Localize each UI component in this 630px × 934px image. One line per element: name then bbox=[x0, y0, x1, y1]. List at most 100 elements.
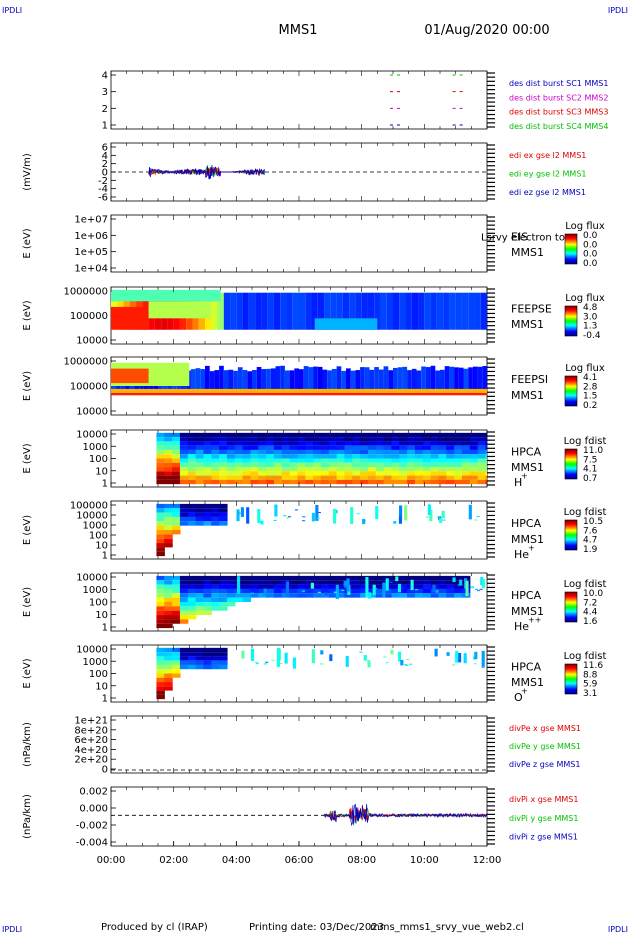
spectrogram-cell bbox=[289, 584, 299, 589]
spectrogram-cell bbox=[250, 648, 255, 662]
colorbar bbox=[564, 375, 578, 407]
spectrogram-cell bbox=[422, 445, 432, 450]
spectrogram-cell bbox=[391, 432, 400, 438]
spectrogram-cell bbox=[234, 475, 244, 480]
spectrogram-cell bbox=[375, 475, 385, 480]
spectrogram-cell bbox=[111, 392, 487, 396]
y-axis-label: E (eV) bbox=[22, 300, 33, 330]
spectrogram-cell bbox=[405, 664, 409, 666]
colorbar-tick: 7.5 bbox=[583, 455, 597, 465]
spectrogram-cell bbox=[289, 441, 299, 446]
spectrogram-cell bbox=[164, 610, 173, 616]
spectrogram-cell bbox=[179, 597, 189, 602]
spectrogram-cell bbox=[383, 432, 393, 438]
spectrogram-cell bbox=[367, 475, 377, 480]
spectrogram-cell bbox=[397, 583, 402, 593]
spectrogram-cell bbox=[375, 593, 385, 598]
spectrogram-cell bbox=[461, 475, 471, 480]
spectrogram-cell bbox=[287, 516, 292, 518]
spectrogram-cell bbox=[219, 575, 228, 581]
spectrogram-cell bbox=[320, 445, 330, 450]
spectrogram-cell bbox=[258, 475, 267, 480]
spectrogram-cell bbox=[405, 292, 412, 330]
spectrogram-cell bbox=[195, 580, 205, 585]
spectrogram-cell bbox=[164, 673, 173, 678]
spectrogram-cell bbox=[477, 462, 487, 468]
overlay-text: Lsrvy electron to bbox=[481, 233, 565, 244]
spectrogram-cell bbox=[404, 505, 408, 521]
spectrogram-cell bbox=[454, 471, 463, 476]
spectrogram-cell bbox=[446, 467, 455, 472]
spectrogram-cell bbox=[289, 475, 299, 480]
spectrogram-cell bbox=[164, 538, 173, 544]
spectrogram-cell bbox=[187, 593, 197, 598]
spectrogram-cell bbox=[418, 292, 425, 330]
spectrogram-cell bbox=[203, 508, 212, 513]
spectrogram-cell bbox=[250, 584, 259, 589]
spectrogram-cell bbox=[430, 479, 440, 485]
spectrogram-cell bbox=[350, 370, 356, 392]
spectrogram-cell bbox=[211, 602, 220, 607]
spectrogram-cell bbox=[195, 606, 205, 611]
spectrogram-cell bbox=[242, 479, 252, 485]
spectrogram-cell bbox=[223, 292, 231, 330]
spectrogram-cell bbox=[266, 449, 275, 455]
spectrogram-cell bbox=[219, 606, 228, 611]
spectrogram bbox=[156, 647, 485, 700]
spectrogram-cell bbox=[446, 580, 455, 585]
instrument-spacecraft-label: MMS1 bbox=[511, 605, 544, 618]
spectrogram-cell bbox=[276, 648, 280, 667]
spectrogram-cell bbox=[327, 370, 332, 392]
spectrogram-cell bbox=[156, 471, 165, 476]
spectrogram-cell bbox=[305, 593, 314, 598]
spectrogram-cell bbox=[195, 458, 205, 463]
spectrogram-cell bbox=[328, 441, 338, 446]
spectrogram-cell bbox=[430, 365, 436, 392]
spectrogram-cell bbox=[164, 602, 173, 607]
spectrogram-cell bbox=[352, 454, 361, 459]
y-axis-label: E (eV) bbox=[22, 228, 33, 258]
spectrogram-cell bbox=[242, 369, 248, 392]
spectrogram-cell bbox=[336, 292, 343, 330]
spectrogram-cell bbox=[461, 449, 471, 455]
spectrogram-cell bbox=[156, 475, 165, 480]
spectrogram-cell bbox=[411, 292, 419, 330]
spectrogram-cell bbox=[476, 516, 480, 518]
spectrogram-cell bbox=[187, 615, 197, 620]
spectrogram-cell bbox=[360, 575, 369, 581]
spectrogram-cell bbox=[416, 370, 422, 392]
spectrogram-cell bbox=[214, 370, 220, 392]
spectrogram-cell bbox=[446, 588, 455, 594]
spectrogram-cell bbox=[228, 369, 234, 392]
spectrogram-cell bbox=[367, 575, 377, 581]
spectrogram-cell bbox=[333, 508, 337, 524]
spectrogram-cell bbox=[305, 454, 314, 459]
spectrogram-cell bbox=[203, 610, 212, 616]
spectrogram-cell bbox=[375, 432, 385, 438]
spectrogram-cell bbox=[360, 467, 369, 472]
spectrogram-cell bbox=[383, 441, 393, 446]
spectrogram-cell bbox=[294, 368, 299, 392]
spectrogram-cell bbox=[203, 467, 212, 472]
spectrogram-cell bbox=[383, 593, 393, 598]
spectrogram-cell bbox=[422, 458, 432, 463]
spectrogram-cell bbox=[395, 576, 399, 582]
spectrogram-cell bbox=[219, 508, 228, 513]
spectrogram-cell bbox=[281, 454, 291, 459]
y-tick-label: 2e+20 bbox=[74, 755, 108, 766]
spectrogram-cell bbox=[485, 445, 487, 450]
spectrogram-cell bbox=[226, 597, 236, 602]
spectrogram-cell bbox=[352, 593, 361, 598]
spectrogram-cell bbox=[407, 449, 416, 455]
spectrogram-cell bbox=[266, 479, 275, 485]
spectrogram-cell bbox=[391, 593, 400, 598]
spectrogram-cell bbox=[294, 509, 299, 511]
spectrogram-cell bbox=[219, 656, 228, 661]
spectrogram-cell bbox=[297, 432, 306, 438]
colorbar-tick: 10.5 bbox=[583, 517, 603, 527]
spectrogram-cell bbox=[226, 437, 236, 442]
spectrogram-cell bbox=[336, 467, 346, 472]
spectrogram-cell bbox=[367, 445, 377, 450]
spectrogram-cell bbox=[211, 580, 220, 585]
spectrogram-cell bbox=[187, 449, 197, 455]
